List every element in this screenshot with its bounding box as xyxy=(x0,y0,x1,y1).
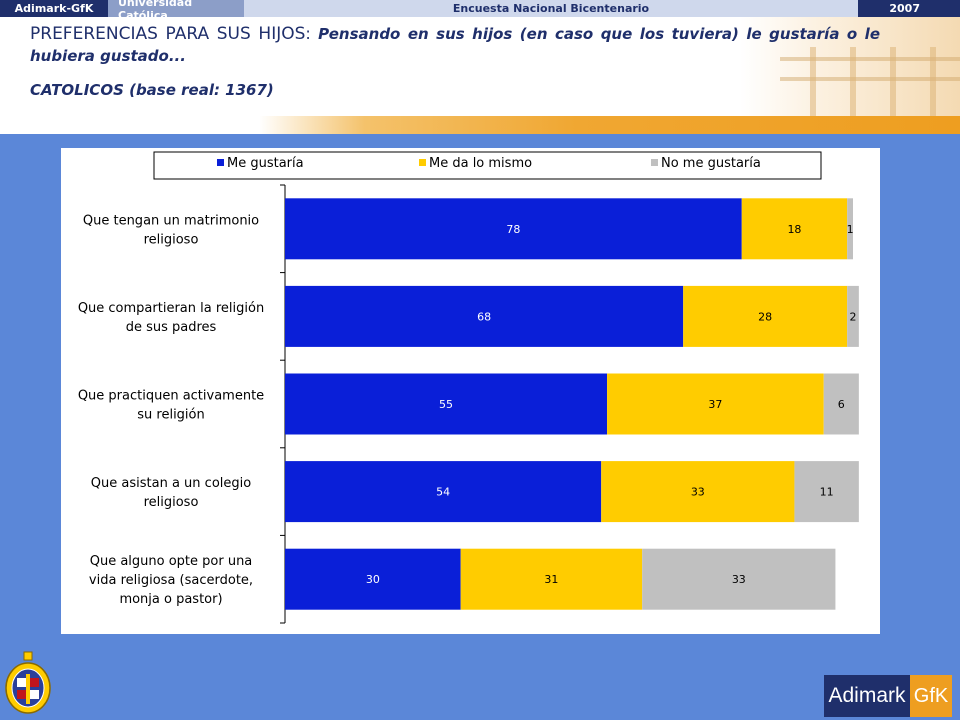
data-label: 1 xyxy=(847,223,854,236)
bar-segment xyxy=(285,198,742,260)
data-label: 30 xyxy=(366,573,380,586)
data-label: 33 xyxy=(732,573,746,586)
adimark-logo-text: Adimark xyxy=(828,684,906,707)
legend-swatch-2 xyxy=(419,159,426,166)
bar-segment xyxy=(642,548,836,610)
bar-segment xyxy=(741,198,848,260)
category-label: de sus padres xyxy=(126,320,217,335)
bar-segment xyxy=(794,461,859,523)
data-label: 55 xyxy=(439,398,453,411)
data-label: 68 xyxy=(477,310,491,323)
data-label: 31 xyxy=(544,573,558,586)
legend-swatch-3 xyxy=(651,159,658,166)
data-label: 2 xyxy=(850,310,857,323)
data-label: 28 xyxy=(758,310,772,323)
title-question: Pensando en sus hijos (en caso que los t… xyxy=(30,25,881,65)
bar-segment xyxy=(683,285,848,347)
legend-box xyxy=(153,151,822,180)
category-label: religioso xyxy=(144,495,199,510)
legend-swatch-1 xyxy=(217,159,224,166)
bar-segment xyxy=(285,461,602,523)
slide-title: PREFERENCIAS PARA SUS HIJOS: Pensando en… xyxy=(30,23,880,67)
stacked-bar-chart: Me gustaría Me da lo mismo No me gustaría 7… xyxy=(78,151,859,624)
building-photo xyxy=(740,17,960,116)
topbar-university: Universidad Católica xyxy=(108,0,244,22)
top-bar: Adimark-GfK Universidad Católica Encuest… xyxy=(0,0,960,22)
topbar-year: 2007 xyxy=(858,0,960,17)
category-label: Que asistan a un colegio xyxy=(91,476,251,491)
bar-segment xyxy=(847,285,859,347)
data-label: 11 xyxy=(820,486,834,499)
category-label: Que practiquen activamente xyxy=(78,389,264,404)
legend-label-3: No me gustaría xyxy=(661,156,761,171)
category-label: Que tengan un matrimonio xyxy=(83,213,259,228)
data-label: 33 xyxy=(691,486,705,499)
data-label: 37 xyxy=(708,398,722,411)
bar-segment xyxy=(460,548,643,610)
uc-seal-icon xyxy=(4,650,52,716)
category-label: Que compartieran la religión xyxy=(78,301,264,316)
legend-label-1: Me gustaría xyxy=(227,156,304,171)
data-label: 78 xyxy=(506,223,520,236)
category-label: religioso xyxy=(144,232,199,247)
legend-label-2: Me da lo mismo xyxy=(429,156,532,171)
category-label: Que alguno opte por una xyxy=(90,554,253,569)
category-label: monja o pastor) xyxy=(119,592,222,607)
gfk-logo-text: GfK xyxy=(910,675,952,717)
orange-band xyxy=(0,116,960,134)
data-label: 54 xyxy=(436,486,450,499)
data-label: 18 xyxy=(787,223,801,236)
category-label: vida religiosa (sacerdote, xyxy=(89,573,253,588)
title-separator: : xyxy=(305,24,319,43)
bar-segment xyxy=(607,373,824,435)
bar-segment xyxy=(285,548,461,610)
bar-segment xyxy=(285,373,608,435)
bar-segment xyxy=(285,285,684,347)
bar-segment xyxy=(823,373,859,435)
slide-subtitle: CATOLICOS (base real: 1367) xyxy=(30,81,274,99)
category-label: su religión xyxy=(137,408,204,423)
title-caps: PREFERENCIAS PARA SUS HIJOS xyxy=(30,24,306,44)
bar-segment xyxy=(847,198,853,260)
topbar-survey: Encuesta Nacional Bicentenario xyxy=(244,0,858,17)
topbar-org: Adimark-GfK xyxy=(0,0,108,17)
slide-header: PREFERENCIAS PARA SUS HIJOS: Pensando en… xyxy=(0,17,960,116)
data-label: 6 xyxy=(838,398,845,411)
adimark-gfk-logo: Adimark GfK xyxy=(824,675,952,717)
bar-segment xyxy=(601,461,795,523)
chart-panel: Me gustaría Me da lo mismo No me gustaría 7… xyxy=(61,148,880,634)
